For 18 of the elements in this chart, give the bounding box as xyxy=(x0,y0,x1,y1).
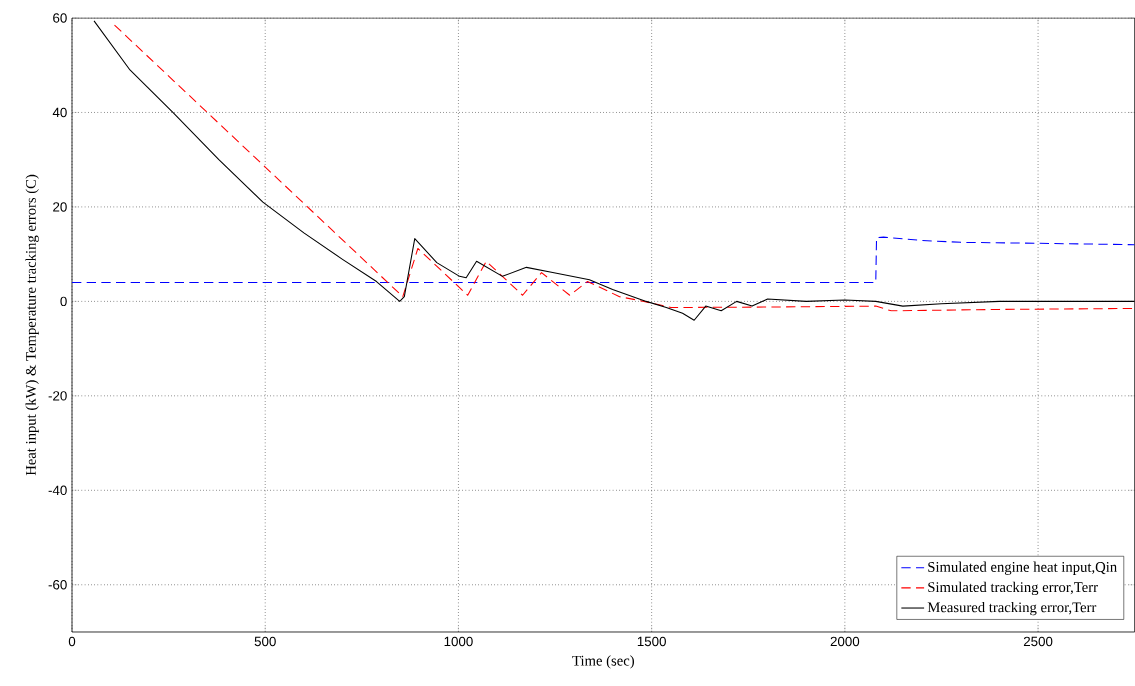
y-tick-label: 40 xyxy=(52,107,67,118)
legend-label: Measured tracking error,Terr xyxy=(927,601,1097,616)
x-axis-title: Time (sec) xyxy=(572,655,634,669)
y-tick-label: -40 xyxy=(48,485,67,496)
y-tick-label: 60 xyxy=(53,13,67,23)
x-tick-label: 2000 xyxy=(830,636,860,647)
y-axis-title: Heat input (kW) & Temperature tracking errors (C) xyxy=(25,174,39,476)
x-tick-label: 1500 xyxy=(637,636,666,647)
x-tick-label: 2500 xyxy=(1023,636,1053,647)
legend-label: Simulated tracking error,Terr xyxy=(928,581,1098,596)
x-tick-label: 500 xyxy=(254,636,276,647)
legend-label: Simulated engine heat input,Qin xyxy=(928,561,1117,575)
x-tick-label: 1000 xyxy=(444,636,473,647)
x-tick-label: 0 xyxy=(68,636,76,647)
y-tick-label: 0 xyxy=(60,296,67,307)
y-tick-label: -20 xyxy=(48,391,67,401)
y-tick-label: -60 xyxy=(48,580,67,590)
y-tick-label: 20 xyxy=(53,202,67,212)
